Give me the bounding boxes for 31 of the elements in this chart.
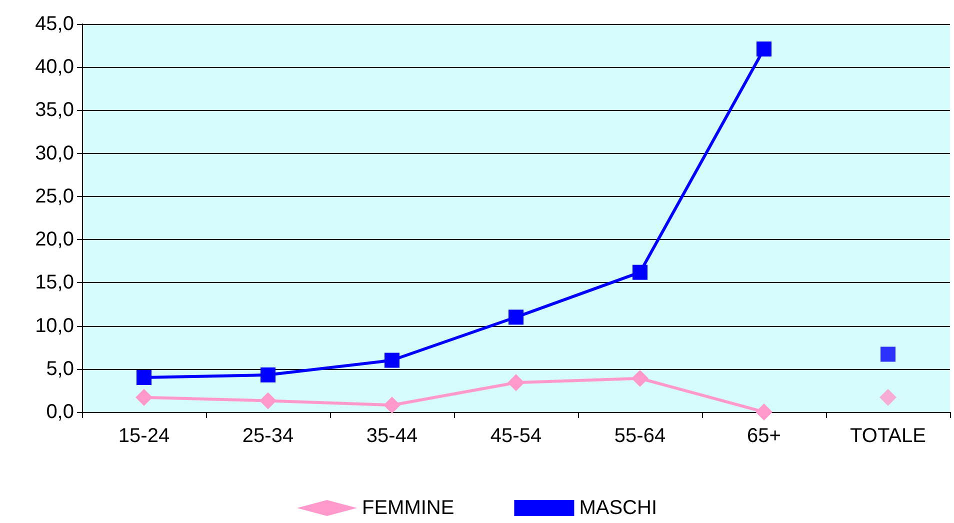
y-tick-label: 45,0 xyxy=(35,13,74,35)
point xyxy=(508,374,524,392)
point xyxy=(136,370,152,386)
point xyxy=(384,352,400,368)
x-tick-label: TOTALE xyxy=(850,425,926,447)
y-tick-label: 0,0 xyxy=(46,401,74,423)
point xyxy=(136,388,152,406)
point xyxy=(260,367,276,382)
point xyxy=(632,264,648,280)
y-tick-label: 40,0 xyxy=(35,56,74,78)
legend-label: FEMMINE xyxy=(362,497,454,519)
x-tick-label: 25-34 xyxy=(242,425,294,447)
y-tick-label: 15,0 xyxy=(35,272,74,294)
x-tick-label: 15-24 xyxy=(118,425,170,447)
point xyxy=(756,404,772,420)
y-tick-label: 30,0 xyxy=(35,142,74,164)
x-tick-label: 45-54 xyxy=(490,425,542,447)
y-tick-label: 35,0 xyxy=(35,99,74,122)
y-tick-label: 25,0 xyxy=(35,185,74,208)
point xyxy=(756,42,772,57)
point xyxy=(508,310,524,325)
y-tick-label: 10,0 xyxy=(35,314,74,337)
legend-label: MASCHI xyxy=(579,497,658,519)
point xyxy=(632,370,648,387)
x-tick-label: 55-64 xyxy=(614,425,666,447)
point xyxy=(384,396,400,414)
point xyxy=(260,392,276,410)
y-tick-label: 5,0 xyxy=(46,358,74,380)
y-tick-label: 20,0 xyxy=(35,228,74,251)
x-tick-label: 65+ xyxy=(747,425,781,447)
x-tick-label: 35-44 xyxy=(366,425,418,447)
